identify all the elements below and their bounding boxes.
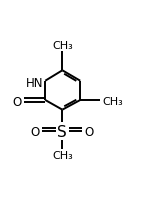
Text: HN: HN — [26, 76, 43, 89]
Text: O: O — [85, 125, 94, 138]
Text: O: O — [12, 95, 21, 109]
Text: O: O — [31, 125, 40, 138]
Text: S: S — [57, 124, 67, 139]
Text: CH₃: CH₃ — [102, 96, 123, 106]
Text: CH₃: CH₃ — [52, 41, 73, 51]
Text: CH₃: CH₃ — [52, 150, 73, 160]
